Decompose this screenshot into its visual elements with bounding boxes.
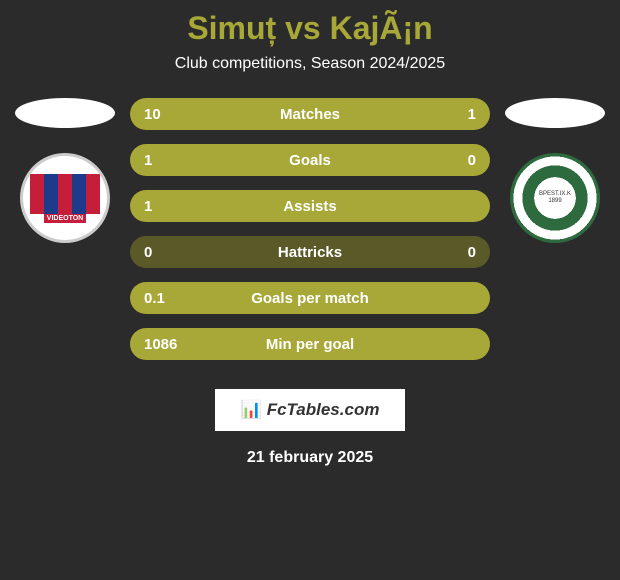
right-club-inner-text: BPEST.IX.K bbox=[539, 191, 571, 198]
stat-value-right: 0 bbox=[468, 152, 476, 169]
stat-value-left: 0.1 bbox=[144, 290, 165, 307]
stat-value-left: 1 bbox=[144, 198, 152, 215]
stat-row: 0.1 Goals per match bbox=[130, 282, 490, 314]
stat-label: Assists bbox=[283, 198, 336, 215]
right-player-column: BPEST.IX.K 1899 bbox=[500, 98, 610, 243]
right-player-oval bbox=[505, 98, 605, 128]
stripe bbox=[72, 174, 86, 214]
stat-value-left: 1 bbox=[144, 152, 152, 169]
stat-row: 1 Assists bbox=[130, 190, 490, 222]
infographic-container: Simuț vs KajÃ¡n Club competitions, Seaso… bbox=[0, 0, 620, 467]
stripe bbox=[58, 174, 72, 214]
right-club-year: 1899 bbox=[539, 198, 571, 205]
watermark: 📊 FcTables.com bbox=[215, 389, 405, 431]
left-logo-stripes bbox=[30, 174, 100, 214]
stat-label: Goals bbox=[289, 152, 331, 169]
right-club-logo: BPEST.IX.K 1899 bbox=[510, 153, 600, 243]
left-player-oval bbox=[15, 98, 115, 128]
left-logo-content: VIDEOTON bbox=[30, 174, 100, 223]
stats-column: 10 Matches 1 1 Goals 0 1 Assists 0 Hattricks 0 0.1 G… bbox=[130, 98, 490, 374]
stat-row: 10 Matches 1 bbox=[130, 98, 490, 130]
stripe bbox=[86, 174, 100, 214]
stripe bbox=[44, 174, 58, 214]
stripe bbox=[30, 174, 44, 214]
watermark-text: FcTables.com bbox=[267, 400, 380, 420]
stat-value-left: 1086 bbox=[144, 336, 177, 353]
stat-row: 1 Goals 0 bbox=[130, 144, 490, 176]
stats-container: VIDEOTON 10 Matches 1 1 Goals 0 1 Assists 0 Hattr… bbox=[0, 98, 620, 374]
stat-value-left: 0 bbox=[144, 244, 152, 261]
stat-row: 1086 Min per goal bbox=[130, 328, 490, 360]
stat-value-left: 10 bbox=[144, 106, 161, 123]
chart-icon: 📊 bbox=[241, 400, 262, 420]
left-club-name: VIDEOTON bbox=[44, 214, 86, 223]
stat-row: 0 Hattricks 0 bbox=[130, 236, 490, 268]
left-club-logo: VIDEOTON bbox=[20, 153, 110, 243]
main-title: Simuț vs KajÃ¡n bbox=[0, 10, 620, 47]
stat-label: Hattricks bbox=[278, 244, 342, 261]
right-logo-content: BPEST.IX.K 1899 bbox=[539, 191, 571, 204]
stat-label: Goals per match bbox=[251, 290, 369, 307]
subtitle: Club competitions, Season 2024/2025 bbox=[0, 55, 620, 73]
stat-value-right: 0 bbox=[468, 244, 476, 261]
stat-label: Matches bbox=[280, 106, 340, 123]
date-text: 21 february 2025 bbox=[0, 449, 620, 467]
left-player-column: VIDEOTON bbox=[10, 98, 120, 243]
stat-label: Min per goal bbox=[266, 336, 354, 353]
stat-value-right: 1 bbox=[468, 106, 476, 123]
